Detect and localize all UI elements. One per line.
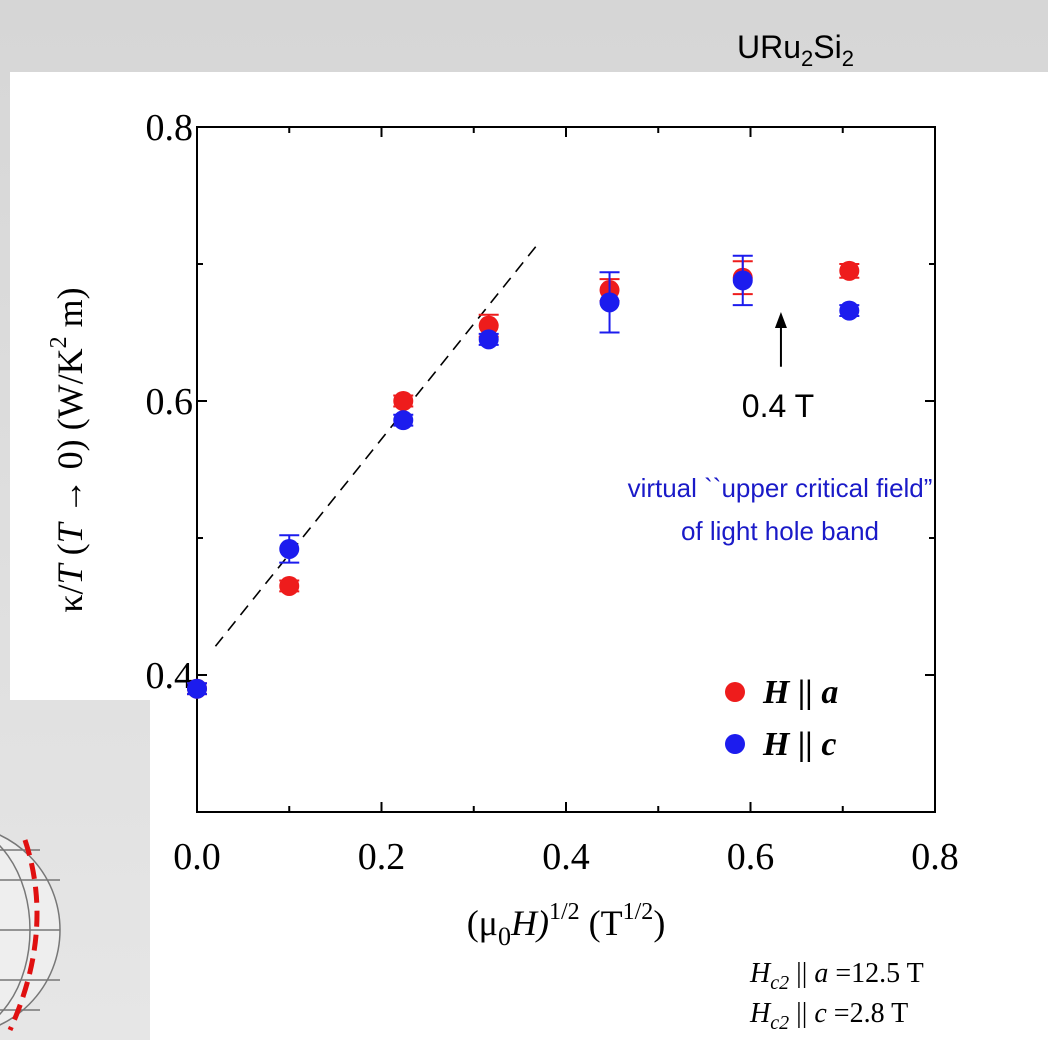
note-line: virtual ``upper critical field” (628, 473, 933, 503)
arrow-head (774, 311, 787, 328)
x-tick-label: 0.6 (727, 836, 775, 878)
legend-marker (725, 734, 745, 754)
data-point (279, 575, 300, 596)
x-tick-label: 0.8 (911, 836, 959, 878)
legend-label: H || a (762, 674, 838, 711)
data-point (393, 410, 414, 431)
legend-label: H || c (762, 726, 837, 763)
data-point (732, 270, 753, 291)
fit-line (214, 242, 539, 647)
y-tick-label: 0.8 (146, 107, 194, 149)
hc2-a-note: Hc2 || a =12.5 T (749, 958, 924, 994)
data-point (279, 538, 300, 559)
title: URu2Si2 (737, 29, 854, 71)
y-tick-label: 0.4 (146, 655, 194, 697)
sphere-illustration (0, 834, 61, 1032)
data-point (599, 292, 620, 313)
data-point (478, 329, 499, 350)
data-point (478, 315, 499, 336)
plot-panel (10, 72, 1048, 700)
x-tick-label: 0.2 (358, 836, 406, 878)
y-axis-label: κ/T (T → 0) (W/K2 m) (46, 287, 90, 612)
legend-marker (725, 682, 745, 702)
x-tick-label: 0.0 (173, 836, 221, 878)
hc2-c-note: Hc2 || c =2.8 T (749, 998, 908, 1034)
x-tick-label: 0.4 (542, 836, 590, 878)
data-point (393, 391, 414, 411)
arrow-label: 0.4 T (742, 388, 814, 424)
data-point (839, 300, 860, 321)
plot-panel-lower (150, 700, 1048, 1040)
note-line: of light hole band (681, 516, 879, 546)
y-tick-label: 0.6 (146, 381, 194, 423)
data-point (839, 260, 860, 281)
x-axis-label: (μ0H)1/2 (T1/2) (467, 899, 666, 951)
data-point (187, 678, 207, 699)
